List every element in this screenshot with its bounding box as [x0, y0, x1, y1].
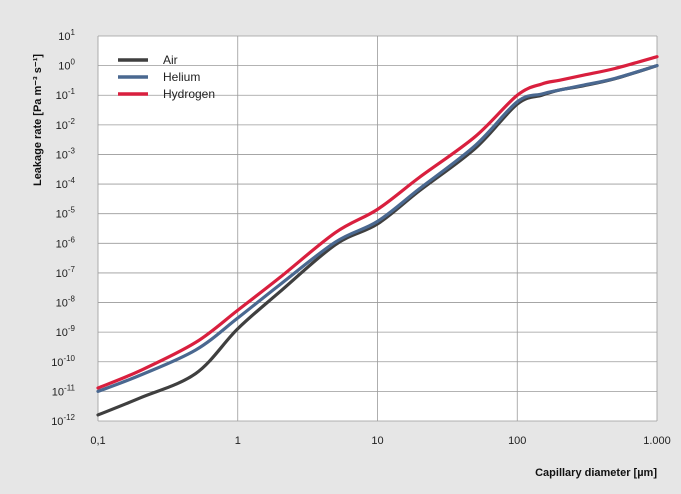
series-line-hydrogen — [96, 55, 659, 390]
y-tick-label: 10-6 — [56, 235, 76, 250]
y-tick-label: 10-8 — [56, 295, 76, 310]
y-axis-title: Leakage rate [Pa m⁻³ s⁻¹] — [32, 54, 44, 186]
y-tick-label: 101 — [58, 28, 75, 43]
x-axis-title: Capillary diameter [µm] — [535, 467, 657, 479]
series-line-helium — [96, 64, 659, 393]
y-tick-label: 10-12 — [51, 413, 75, 428]
x-tick-label: 0,1 — [90, 435, 105, 447]
y-tick-label: 100 — [58, 58, 75, 73]
grid-lines — [97, 35, 658, 422]
series-lines — [96, 55, 659, 417]
y-tick-label: 10-4 — [56, 176, 76, 191]
x-axis-ticks: 0,1 1 10 100 1.000 — [90, 435, 670, 447]
y-tick-label: 10-5 — [56, 206, 76, 221]
legend-label-air: Air — [163, 53, 178, 67]
x-tick-label: 1 — [235, 435, 241, 447]
y-tick-label: 10-10 — [51, 354, 75, 369]
legend-label-hydrogen: Hydrogen — [163, 87, 215, 101]
y-tick-label: 10-2 — [56, 117, 76, 132]
x-tick-label: 100 — [508, 435, 526, 447]
y-tick-label: 10-1 — [56, 87, 76, 102]
y-tick-label: 10-3 — [56, 146, 76, 161]
x-tick-label: 1.000 — [643, 435, 671, 447]
y-tick-label: 10-11 — [52, 383, 76, 398]
legend: Air Helium Hydrogen — [118, 53, 215, 101]
y-tick-label: 10-7 — [56, 265, 76, 280]
y-axis-ticks: 101 100 10-1 10-2 10-3 10-4 10-5 10-6 10-7 10-8 10… — [51, 28, 75, 428]
x-tick-label: 10 — [371, 435, 383, 447]
legend-label-helium: Helium — [163, 70, 200, 84]
y-tick-label: 10-9 — [56, 324, 76, 339]
